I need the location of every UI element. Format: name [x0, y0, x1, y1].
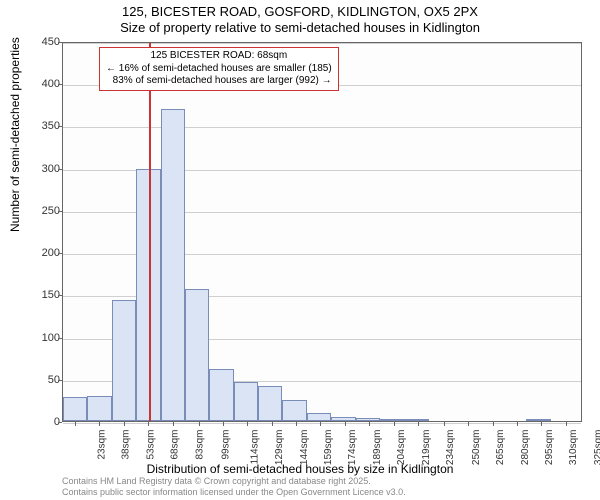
- ytick-label: 50: [38, 374, 60, 386]
- xtick-label: 114sqm: [249, 430, 260, 465]
- ytick-mark: [58, 169, 62, 170]
- xtick-label: 159sqm: [323, 430, 334, 466]
- xtick-mark: [517, 422, 518, 426]
- xtick-label: 310sqm: [568, 430, 579, 466]
- xtick-mark: [296, 422, 297, 426]
- annotation-line3: 83% of semi-detached houses are larger (…: [106, 75, 332, 88]
- histogram-bar: [87, 396, 111, 421]
- xtick-mark: [272, 422, 273, 426]
- histogram-bar: [258, 386, 282, 421]
- ytick-mark: [58, 253, 62, 254]
- xtick-label: 83sqm: [194, 430, 205, 460]
- gridline-h: [63, 43, 581, 44]
- chart-title-line2: Size of property relative to semi-detach…: [0, 20, 600, 35]
- xtick-mark: [320, 422, 321, 426]
- xtick-label: 53sqm: [145, 430, 156, 460]
- ytick-mark: [58, 338, 62, 339]
- ytick-label: 250: [38, 205, 60, 217]
- xtick-mark: [199, 422, 200, 426]
- xtick-mark: [99, 422, 100, 426]
- histogram-bar: [404, 419, 428, 421]
- ytick-mark: [58, 295, 62, 296]
- xtick-mark: [394, 422, 395, 426]
- xtick-label: 265sqm: [495, 430, 506, 466]
- gridline-h: [63, 127, 581, 128]
- ytick-mark: [58, 211, 62, 212]
- ytick-mark: [58, 380, 62, 381]
- plot-area: [62, 42, 582, 422]
- ytick-label: 450: [38, 36, 60, 48]
- histogram-bar: [112, 300, 136, 421]
- xtick-mark: [124, 422, 125, 426]
- xtick-label: 129sqm: [274, 430, 285, 466]
- xtick-mark: [173, 422, 174, 426]
- xtick-label: 250sqm: [471, 430, 482, 466]
- xtick-mark: [223, 422, 224, 426]
- xtick-label: 280sqm: [520, 430, 531, 466]
- xtick-label: 38sqm: [121, 430, 132, 460]
- histogram-bar: [161, 109, 185, 421]
- ytick-mark: [58, 422, 62, 423]
- ytick-label: 200: [38, 247, 60, 259]
- footer-line2: Contains public sector information licen…: [62, 487, 406, 498]
- chart-title-line1: 125, BICESTER ROAD, GOSFORD, KIDLINGTON,…: [0, 4, 600, 19]
- ytick-label: 150: [38, 289, 60, 301]
- xtick-mark: [541, 422, 542, 426]
- xtick-label: 295sqm: [544, 430, 555, 466]
- histogram-bar: [331, 417, 355, 421]
- xtick-mark: [418, 422, 419, 426]
- annotation-line1: 125 BICESTER ROAD: 68sqm: [106, 50, 332, 63]
- xtick-label: 189sqm: [372, 430, 383, 466]
- footer-line1: Contains HM Land Registry data © Crown c…: [62, 476, 406, 487]
- histogram-bar: [63, 397, 87, 421]
- xtick-mark: [247, 422, 248, 426]
- ytick-label: 400: [38, 78, 60, 90]
- xtick-mark: [75, 422, 76, 426]
- ytick-mark: [58, 84, 62, 85]
- gridline-h: [63, 423, 581, 424]
- annotation-box: 125 BICESTER ROAD: 68sqm← 16% of semi-de…: [99, 47, 339, 91]
- histogram-bar: [234, 382, 258, 421]
- y-axis-label: Number of semi-detached properties: [8, 37, 22, 232]
- ytick-label: 100: [38, 332, 60, 344]
- xtick-mark: [345, 422, 346, 426]
- xtick-label: 325sqm: [593, 430, 600, 466]
- xtick-mark: [566, 422, 567, 426]
- histogram-bar: [209, 369, 233, 421]
- histogram-bar: [282, 400, 306, 421]
- xtick-label: 219sqm: [421, 430, 432, 466]
- xtick-label: 204sqm: [396, 430, 407, 466]
- ytick-label: 350: [38, 120, 60, 132]
- xtick-label: 234sqm: [445, 430, 456, 466]
- xtick-mark: [468, 422, 469, 426]
- ytick-mark: [58, 126, 62, 127]
- ytick-mark: [58, 42, 62, 43]
- histogram-bar: [380, 419, 404, 421]
- xtick-mark: [148, 422, 149, 426]
- reference-line: [149, 43, 151, 421]
- ytick-label: 300: [38, 163, 60, 175]
- footer-attribution: Contains HM Land Registry data © Crown c…: [62, 476, 406, 498]
- xtick-mark: [444, 422, 445, 426]
- xtick-label: 23sqm: [97, 430, 108, 460]
- histogram-bar: [356, 418, 380, 421]
- histogram-bar: [185, 289, 209, 421]
- ytick-label: 0: [38, 416, 60, 428]
- xtick-mark: [369, 422, 370, 426]
- xtick-label: 99sqm: [220, 430, 231, 460]
- annotation-line2: ← 16% of semi-detached houses are smalle…: [106, 63, 332, 76]
- histogram-bar: [307, 413, 331, 421]
- xtick-mark: [493, 422, 494, 426]
- histogram-bar: [526, 419, 550, 421]
- xtick-label: 174sqm: [347, 430, 358, 466]
- xtick-label: 144sqm: [299, 430, 310, 466]
- xtick-label: 68sqm: [170, 430, 181, 460]
